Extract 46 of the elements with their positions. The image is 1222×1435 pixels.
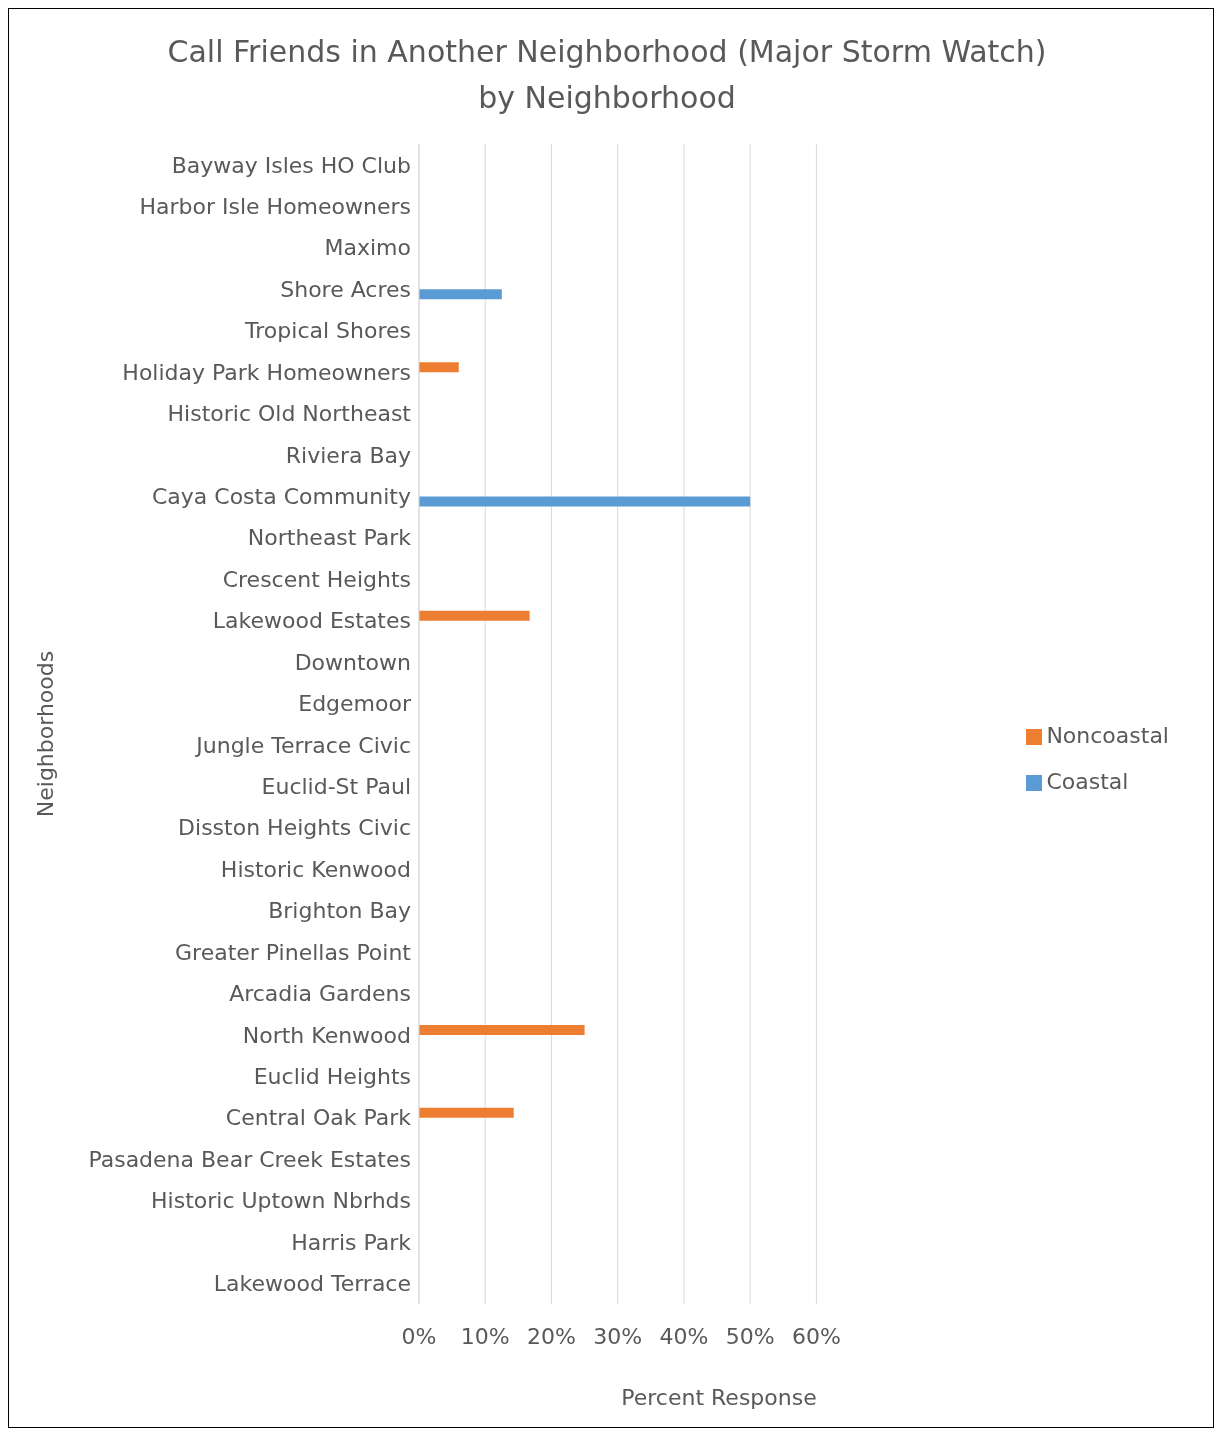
y-tick-label: Holiday Park Homeowners (122, 359, 411, 385)
y-tick-label: Harris Park (291, 1229, 412, 1255)
y-tick-label: Historic Old Northeast (167, 401, 412, 427)
y-tick-label: Maximo (324, 235, 411, 261)
y-tick-label: Central Oak Park (225, 1105, 412, 1131)
bar (419, 362, 459, 373)
y-tick-label: Disston Heights Civic (178, 815, 411, 841)
y-tick-label: Jungle Terrace Civic (194, 732, 411, 758)
x-tick-label: 60% (791, 1323, 841, 1349)
y-tick-label: Greater Pinellas Point (175, 939, 412, 965)
legend-label: Noncoastal (1046, 723, 1169, 748)
x-tick-label: 20% (527, 1323, 576, 1349)
y-tick-label: Edgemoor (298, 691, 412, 717)
y-tick-label: Lakewood Terrace (213, 1271, 411, 1297)
x-tick-label: 0% (401, 1323, 437, 1349)
x-axis-title: Percent Response (621, 1384, 817, 1410)
y-tick-label: Historic Kenwood (220, 856, 411, 882)
y-tick-label: Northeast Park (247, 525, 412, 551)
x-tick-label: 50% (725, 1323, 775, 1349)
y-tick-label: Downtown (294, 649, 411, 675)
bar (419, 1107, 514, 1118)
legend-label: Coastal (1046, 769, 1129, 794)
y-tick-label: Pasadena Bear Creek Estates (88, 1146, 411, 1172)
x-tick-label: 10% (460, 1323, 510, 1349)
bar (419, 289, 502, 300)
bar (419, 1025, 585, 1035)
y-axis-title: Neighborhoods (32, 650, 58, 818)
y-tick-label: Bayway Isles HO Club (171, 152, 411, 178)
y-tick-label: Shore Acres (280, 276, 411, 302)
y-tick-label: Arcadia Gardens (229, 981, 411, 1007)
y-tick-label: Harbor Isle Homeowners (139, 193, 411, 219)
y-tick-label: Lakewood Estates (212, 608, 411, 634)
y-tick-label: Caya Costa Community (151, 483, 411, 509)
y-tick-label: Historic Uptown Nbrhds (151, 1188, 411, 1214)
y-tick-label: Tropical Shores (244, 318, 411, 344)
y-tick-label: Riviera Bay (285, 442, 411, 468)
y-tick-label: Euclid Heights (253, 1063, 411, 1089)
chart-title: Call Friends in Another Neighborhood (Major Storm Watch) by Neighborhood (166, 33, 1048, 117)
y-tick-label: North Kenwood (242, 1022, 411, 1048)
bar (419, 610, 530, 621)
y-tick-label: Brighton Bay (268, 898, 411, 924)
y-tick-label: Euclid-St Paul (261, 773, 411, 799)
x-tick-label: 40% (659, 1323, 709, 1349)
y-tick-label: Crescent Heights (222, 566, 411, 592)
x-tick-label: 30% (593, 1323, 643, 1349)
bar (419, 496, 751, 507)
